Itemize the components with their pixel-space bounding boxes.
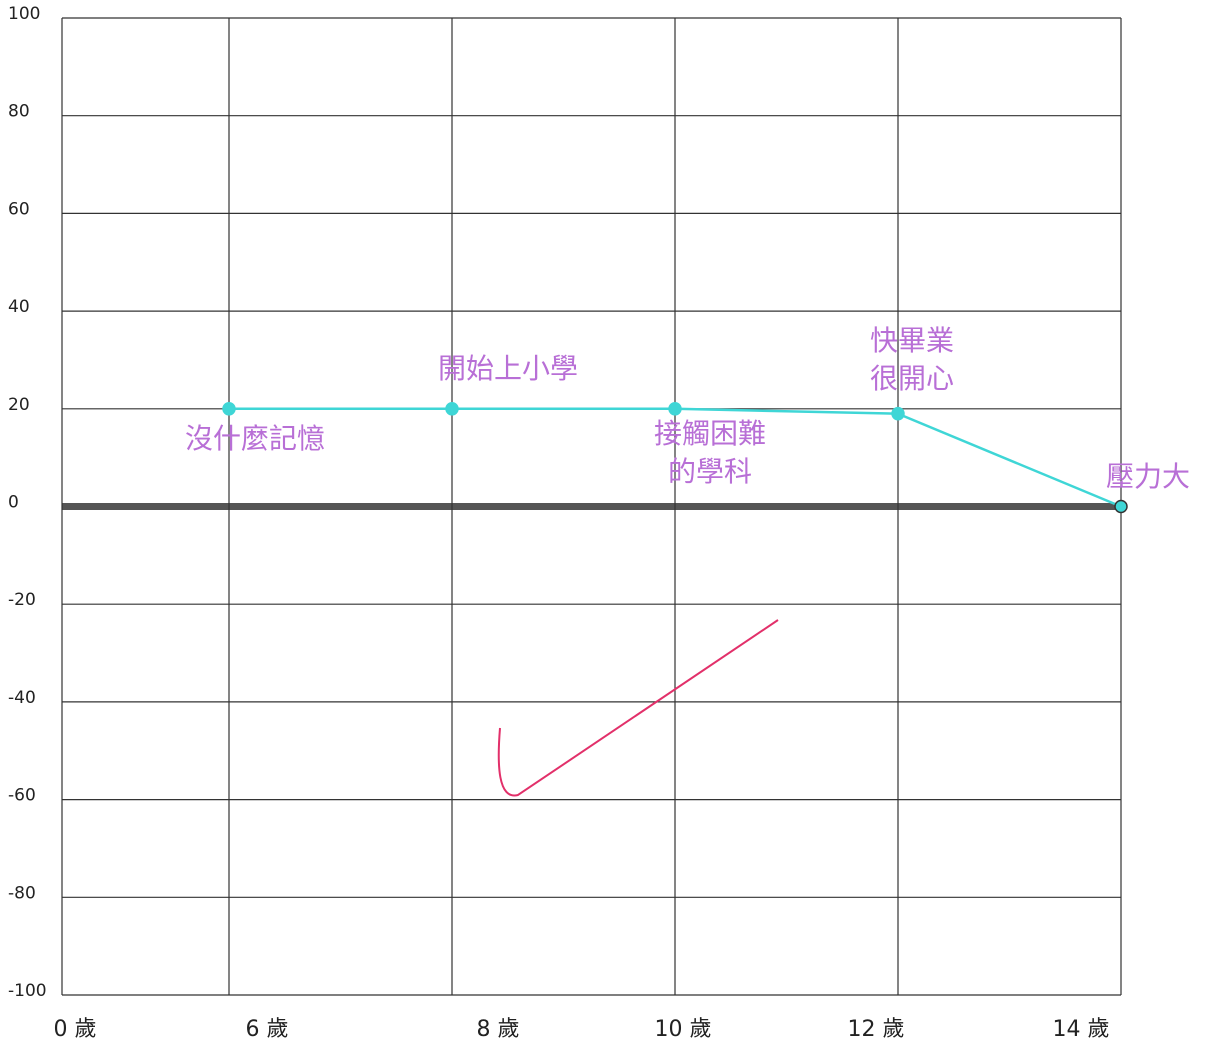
y-tick-label: 40 — [8, 297, 30, 317]
x-tick-label: 12 歲 — [848, 1017, 905, 1042]
y-tick-label: 100 — [8, 4, 40, 24]
y-tick-label: 80 — [8, 102, 30, 122]
point — [445, 402, 459, 416]
check-mark — [497, 619, 779, 797]
x-tick-label: 10 歲 — [655, 1017, 712, 1042]
x-tick-label: 8 歲 — [477, 1017, 520, 1042]
y-tick-label: -100 — [8, 981, 47, 1001]
annotation: 的學科 — [668, 455, 752, 488]
annotation: 很開心 — [870, 362, 954, 395]
y-tick-label: -20 — [8, 590, 36, 610]
point — [222, 402, 236, 416]
y-tick-label: -80 — [8, 883, 36, 903]
x-tick-label: 14 歲 — [1053, 1017, 1110, 1042]
annotation: 快畢業 — [870, 324, 954, 357]
point — [668, 402, 682, 416]
y-tick-label: -60 — [8, 786, 36, 806]
y-tick-label: 20 — [8, 395, 30, 415]
point — [1114, 499, 1128, 514]
y-tick-label: -40 — [8, 688, 36, 708]
annotation: 開始上小學 — [438, 352, 578, 385]
y-tick-label: 60 — [8, 199, 30, 219]
x-tick-label: 0 歲 — [54, 1017, 97, 1042]
annotation: 壓力大 — [1106, 460, 1190, 493]
x-tick-label: 6 歲 — [246, 1017, 289, 1042]
annotation: 接觸困難 — [654, 417, 766, 450]
y-tick-label: 0 — [8, 493, 19, 513]
annotation: 沒什麼記憶 — [185, 422, 325, 455]
point — [891, 406, 905, 421]
